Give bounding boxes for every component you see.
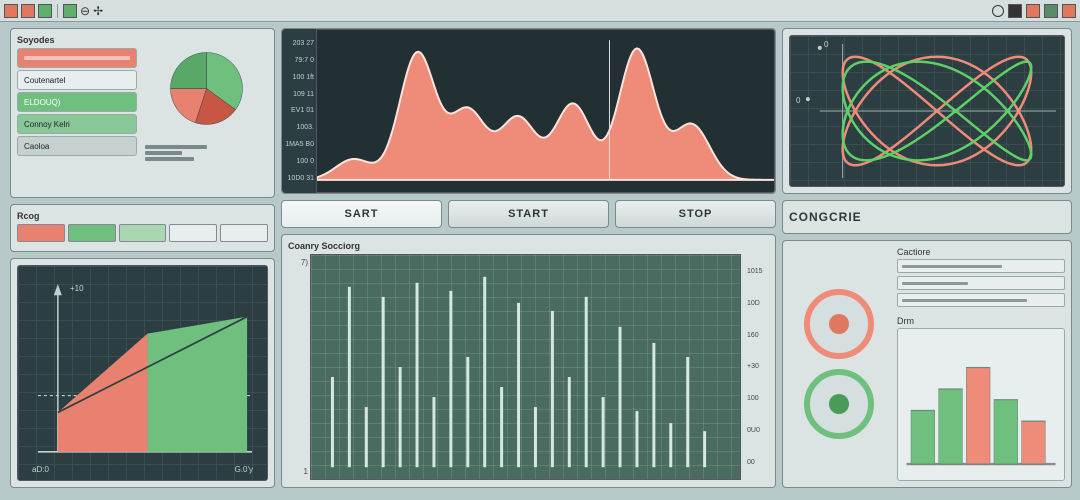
- y-tick-label: +30: [747, 363, 769, 370]
- controls-section2-title: Drm: [897, 316, 1065, 326]
- spectrum-title: Coanry Socciorg: [288, 241, 769, 251]
- lissajous-left-marker: 0: [796, 96, 800, 105]
- source-list-item[interactable]: Coutenartel: [17, 70, 137, 90]
- circle-icon[interactable]: [992, 5, 1004, 17]
- y-tick-label: 10D0 31: [284, 175, 314, 182]
- y-tick-label: 100 1ft: [284, 74, 314, 81]
- y-tick-label: 1: [288, 467, 308, 476]
- y-tick-label: 10D: [747, 300, 769, 307]
- toolbar-icon[interactable]: [21, 4, 35, 18]
- mini-bar: [145, 157, 194, 161]
- sources-panel: Soyodes CoutenartelELDOUQ)Connoy KelriCa…: [10, 28, 275, 198]
- lissajous-top-marker: 0: [824, 40, 828, 49]
- spectrum-right-labels: 1015 10D 160 +30 100 0U0 00: [743, 254, 769, 480]
- waveform-panel: 203 27 79:7 0 100 1ft 109 11 EV1 01 1003. 1MA5…: [281, 28, 776, 194]
- rcog-panel: Rcog: [10, 204, 275, 252]
- y-tick-label: EV1 01: [284, 107, 314, 114]
- triangle-panel: +10 aD:0 G.0'y: [10, 258, 275, 488]
- triangle-y-marker: +10: [70, 284, 84, 293]
- triangle-plot: +10 aD:0 G.0'y: [17, 265, 268, 481]
- color-swatch[interactable]: [169, 224, 217, 242]
- slider[interactable]: [897, 276, 1065, 290]
- waveform-y-labels: 203 27 79:7 0 100 1ft 109 11 EV1 01 1003. 1MA5…: [282, 29, 316, 193]
- mini-bar: [145, 151, 182, 155]
- y-tick-label: 1MA5 B0: [284, 141, 314, 148]
- source-list-item[interactable]: ELDOUQ): [17, 92, 137, 112]
- toolbar-right-group: [992, 4, 1076, 18]
- slider[interactable]: [897, 293, 1065, 307]
- color-swatch[interactable]: [17, 224, 65, 242]
- control-button-row: SART START STOP: [281, 200, 776, 228]
- color-swatch[interactable]: [68, 224, 116, 242]
- source-list: CoutenartelELDOUQ)Connoy KelriCaoloa: [17, 48, 137, 178]
- slider[interactable]: [897, 259, 1065, 273]
- control-knob[interactable]: [804, 369, 874, 439]
- triangle-x-left: aD:0: [32, 465, 49, 474]
- spectrum-panel: Coanry Socciorg 7) 1 1015 10D 160 +30 100 0U0 0…: [281, 234, 776, 488]
- toolbar-icon[interactable]: [38, 4, 52, 18]
- source-list-item[interactable]: [17, 48, 137, 68]
- control-knob[interactable]: [804, 289, 874, 359]
- spectrum-y-labels: 7) 1: [288, 254, 308, 480]
- y-tick-label: 1003.: [284, 124, 314, 131]
- source-list-item[interactable]: Connoy Kelri: [17, 114, 137, 134]
- right-column: 0 0 CONGCRIE Cactiore Drm: [782, 28, 1072, 488]
- toolbar-icon[interactable]: [1044, 4, 1058, 18]
- y-tick-label: 109 11: [284, 91, 314, 98]
- y-tick-label: 1015: [747, 268, 769, 275]
- left-column: Soyodes CoutenartelELDOUQ)Connoy KelriCa…: [10, 28, 275, 488]
- toolbar-left-group: ⊖✢: [4, 4, 103, 18]
- toolbar-icon[interactable]: [1008, 4, 1022, 18]
- y-tick-label: 79:7 0: [284, 57, 314, 64]
- plus-icon[interactable]: ✢: [93, 4, 103, 18]
- mini-bar-chart: [897, 328, 1065, 481]
- color-swatch[interactable]: [220, 224, 268, 242]
- y-tick-label: 203 27: [284, 40, 314, 47]
- toolbar-icon[interactable]: [1026, 4, 1040, 18]
- toolbar-icon[interactable]: [1062, 4, 1076, 18]
- sources-title: Soyodes: [17, 35, 268, 45]
- lissajous-panel: 0 0: [782, 28, 1072, 194]
- congcrie-label: CONGCRIE: [789, 210, 862, 224]
- lissajous-plot: 0 0: [789, 35, 1065, 187]
- rcog-title: Rcog: [17, 211, 268, 221]
- triangle-x-right: G.0'y: [235, 465, 253, 474]
- center-column: 203 27 79:7 0 100 1ft 109 11 EV1 01 1003. 1MA5…: [281, 28, 776, 488]
- controls-section1-title: Cactiore: [897, 247, 1065, 257]
- knob-column: [789, 247, 889, 481]
- pie-chart: [145, 48, 268, 178]
- spectrum-plot: [310, 254, 741, 480]
- toolbar-icon[interactable]: [4, 4, 18, 18]
- y-tick-label: 7): [288, 258, 308, 267]
- source-list-item[interactable]: Caoloa: [17, 136, 137, 156]
- start-button[interactable]: START: [448, 200, 609, 228]
- y-tick-label: 160: [747, 332, 769, 339]
- y-tick-label: 100: [747, 395, 769, 402]
- controls-panel: Cactiore Drm: [782, 240, 1072, 488]
- y-tick-label: 100 0: [284, 158, 314, 165]
- congcrie-panel: CONGCRIE: [782, 200, 1072, 234]
- y-tick-label: 00: [747, 459, 769, 466]
- toolbar-icon[interactable]: [63, 4, 77, 18]
- top-toolbar: ⊖✢: [0, 0, 1080, 22]
- minus-icon[interactable]: ⊖: [80, 4, 90, 18]
- sart-button[interactable]: SART: [281, 200, 442, 228]
- waveform-plot: [316, 29, 775, 193]
- stop-button[interactable]: STOP: [615, 200, 776, 228]
- color-swatch[interactable]: [119, 224, 167, 242]
- mini-bar: [145, 145, 207, 149]
- y-tick-label: 0U0: [747, 427, 769, 434]
